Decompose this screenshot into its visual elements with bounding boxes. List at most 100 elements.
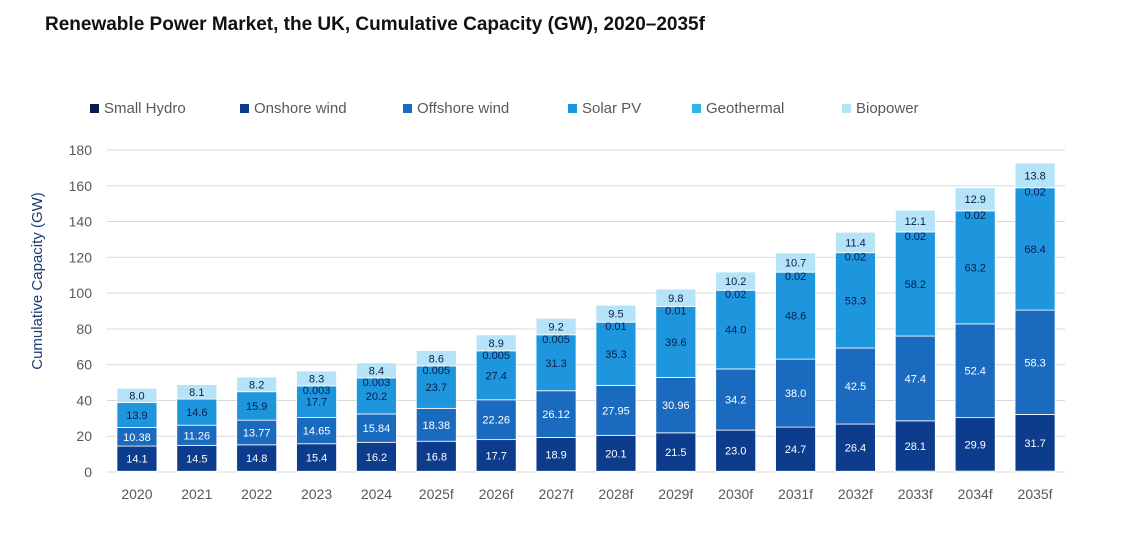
- bar-segment-offshore-wind: [954, 323, 996, 419]
- bar-segment-biopower: [595, 304, 637, 323]
- y-tick-label: 40: [76, 392, 92, 408]
- y-tick-label: 20: [76, 428, 92, 444]
- y-tick-label: 80: [76, 321, 92, 337]
- x-axis: 2020 2021 2022 2023 2024 2025f 2026f 2027f 2028f…: [121, 486, 1052, 502]
- bar-segment-onshore-wind: [655, 432, 697, 472]
- data-label: 8.4: [369, 365, 384, 377]
- bar-segment-offshore-wind: [894, 335, 936, 422]
- data-label: 53.3: [845, 295, 866, 307]
- data-label: 14.8: [246, 453, 267, 465]
- data-label: 11.4: [845, 237, 866, 249]
- legend-label: Geothermal: [706, 100, 784, 117]
- x-tick-label: 2022: [241, 486, 272, 502]
- x-tick-label: 2023: [301, 486, 332, 502]
- data-label: 0.01: [605, 321, 626, 333]
- bar-segment-biopower: [655, 288, 697, 307]
- y-tick-label: 0: [84, 464, 92, 480]
- data-label: 23.0: [725, 446, 746, 458]
- data-label: 22.26: [482, 415, 510, 427]
- bar-segment-onshore-wind: [835, 423, 876, 472]
- data-label: 8.9: [489, 338, 504, 350]
- x-tick-label: 2032f: [838, 486, 873, 502]
- data-label: 12.9: [964, 194, 985, 206]
- bar-segment-biopower: [176, 384, 218, 400]
- bar-segment-onshore-wind: [356, 441, 397, 472]
- x-tick-label: 2031f: [778, 486, 813, 502]
- x-tick-label: 2034f: [958, 486, 993, 502]
- x-tick-label: 2021: [181, 486, 212, 502]
- y-tick-label: 160: [69, 178, 93, 194]
- data-label: 0.02: [785, 271, 806, 283]
- data-label: 24.7: [785, 444, 806, 456]
- bar-segment-solar-pv: [296, 385, 337, 418]
- data-label: 0.02: [964, 210, 985, 222]
- legend-swatch: [692, 104, 701, 113]
- x-tick-label: 2024: [361, 486, 392, 502]
- bar-segment-biopower: [356, 362, 397, 379]
- bar-segment-solar-pv: [475, 350, 517, 401]
- legend-label: Solar PV: [582, 100, 641, 117]
- data-label: 9.8: [668, 293, 683, 305]
- legend-swatch: [568, 104, 577, 113]
- bar-segment-offshore-wind: [415, 407, 457, 442]
- legend-label: Onshore wind: [254, 100, 347, 117]
- data-label: 35.3: [605, 349, 626, 361]
- data-label: 38.0: [785, 388, 806, 400]
- y-tick-label: 120: [69, 249, 93, 265]
- legend: Small Hydro Onshore wind Offshore wind Sola…: [90, 100, 919, 117]
- bar-segment-biopower: [116, 387, 158, 404]
- data-label: 11.26: [183, 430, 210, 442]
- data-label: 0.02: [725, 289, 746, 301]
- data-label: 0.02: [845, 252, 866, 264]
- data-label: 23.7: [426, 382, 447, 394]
- data-label: 14.1: [126, 454, 147, 466]
- data-label: 20.2: [366, 391, 387, 403]
- data-label: 10.38: [123, 432, 151, 444]
- bars: 0.414.110.3813.98.00.414.511.2614.68.10.…: [116, 162, 1056, 474]
- bar-segment-solar-pv: [835, 252, 876, 349]
- x-tick-label: 2035f: [1018, 486, 1053, 502]
- x-tick-label: 2030f: [718, 486, 753, 502]
- bar-segment-solar-pv: [236, 391, 278, 421]
- bar-segment-biopower: [954, 187, 996, 212]
- y-tick-label: 180: [69, 142, 93, 158]
- bar-segment-offshore-wind: [595, 384, 637, 436]
- x-tick-label: 2020: [121, 486, 152, 502]
- bar-segment-biopower: [1014, 162, 1056, 189]
- data-label: 0.003: [303, 385, 331, 397]
- x-tick-label: 2028f: [598, 486, 633, 502]
- legend-swatch: [90, 104, 99, 113]
- data-label: 34.2: [725, 395, 746, 407]
- bar-segment-solar-pv: [415, 365, 457, 409]
- data-label: 0.02: [905, 231, 926, 243]
- data-label: 8.1: [189, 387, 204, 399]
- data-label: 16.8: [426, 451, 447, 463]
- data-label: 14.65: [303, 426, 331, 438]
- y-tick-label: 140: [69, 214, 93, 230]
- data-label: 0.01: [665, 306, 686, 318]
- data-label: 58.2: [905, 279, 926, 291]
- data-label: 13.77: [243, 427, 271, 439]
- data-label: 27.95: [602, 405, 630, 417]
- data-label: 0.02: [1024, 187, 1045, 199]
- bar-segment-solar-pv: [655, 306, 697, 378]
- data-label: 68.4: [1024, 244, 1045, 256]
- data-label: 15.9: [246, 401, 267, 413]
- x-tick-label: 2029f: [658, 486, 693, 502]
- data-label: 9.2: [548, 322, 563, 334]
- y-axis: 0 20 40 60 80 100 120 140 160 180: [69, 142, 93, 480]
- bar-segment-solar-pv: [894, 231, 936, 337]
- x-tick-label: 2025f: [419, 486, 454, 502]
- bar-segment-solar-pv: [535, 334, 577, 392]
- bar-segment-onshore-wind: [116, 445, 158, 472]
- bar-segment-solar-pv: [1014, 187, 1056, 311]
- chart-title: Renewable Power Market, the UK, Cumulati…: [45, 14, 705, 35]
- bar-segment-biopower: [415, 350, 457, 367]
- data-label: 20.1: [605, 448, 626, 460]
- y-tick-label: 100: [69, 285, 93, 301]
- data-label: 44.0: [725, 325, 746, 337]
- bar-segment-offshore-wind: [236, 419, 278, 446]
- data-label: 0.005: [482, 350, 510, 362]
- data-label: 8.0: [129, 390, 144, 402]
- bar-segment-onshore-wind: [715, 429, 757, 472]
